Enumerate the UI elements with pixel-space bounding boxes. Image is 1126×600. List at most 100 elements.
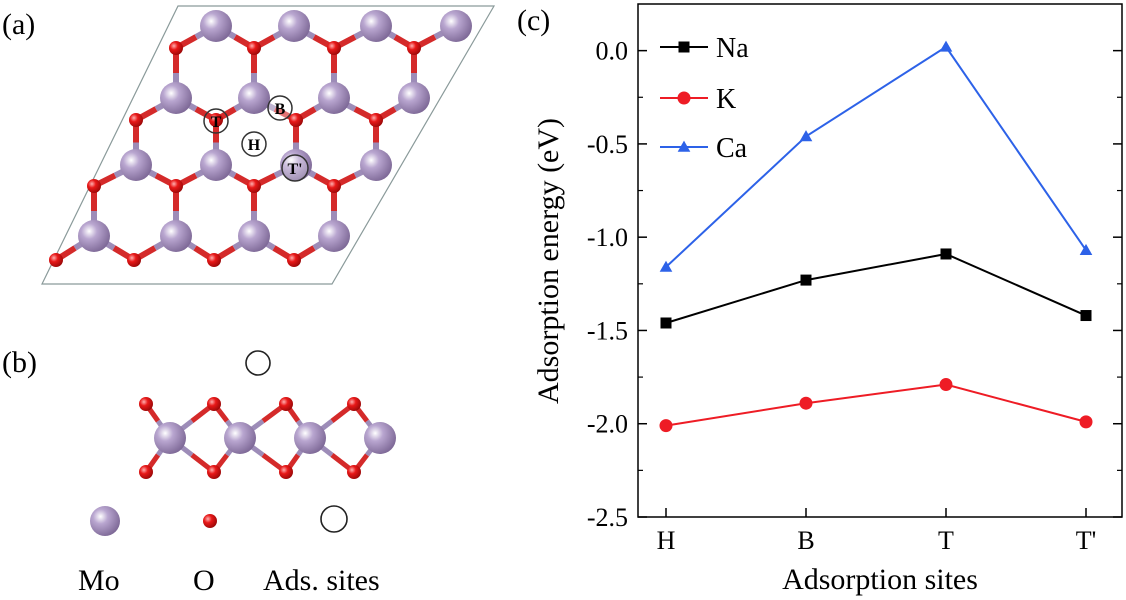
- data-point-ca: [1079, 243, 1093, 255]
- side-o-atom: [347, 397, 361, 411]
- mo-atom: [238, 82, 270, 114]
- panel-label-a: (a): [2, 8, 35, 41]
- o-atom: [207, 253, 221, 267]
- o-atom: [327, 41, 341, 55]
- legend-label-na: Na: [716, 33, 749, 64]
- data-point-na: [940, 248, 952, 260]
- legend-label-k: K: [716, 84, 736, 115]
- site-label-b: B: [275, 101, 286, 118]
- site-label-h: H: [248, 137, 261, 154]
- data-point-ca: [659, 260, 673, 272]
- data-point-k: [659, 419, 673, 433]
- o-atom: [407, 41, 421, 55]
- side-mo-atom: [364, 422, 396, 454]
- panel-label-c: (c): [517, 4, 550, 37]
- mo-atom: [160, 220, 192, 252]
- o-atom: [369, 113, 383, 127]
- side-o-atom: [207, 397, 221, 411]
- legend-marker-ca: [677, 140, 691, 152]
- legend-o-sphere: [203, 514, 217, 528]
- legend-sites-label: Ads. sites: [263, 564, 380, 597]
- data-point-k: [1079, 415, 1093, 429]
- mo-atom: [360, 10, 392, 42]
- legend-marker-k: [677, 91, 691, 105]
- mo-atom: [120, 149, 152, 181]
- mo-atom: [318, 220, 350, 252]
- side-view-atoms: [139, 397, 396, 479]
- o-atom: [289, 113, 303, 127]
- y-tick-label: -2.5: [587, 503, 628, 532]
- y-tick-label: -1.0: [587, 223, 628, 252]
- o-atom: [287, 253, 301, 267]
- y-tick-label: -1.5: [587, 316, 628, 345]
- side-mo-atom: [154, 422, 186, 454]
- x-tick-label: B: [797, 526, 814, 555]
- site-label-tp: T': [287, 161, 302, 178]
- structure-legend: Mo O Ads. sites: [78, 505, 380, 597]
- mo-atom: [398, 82, 430, 114]
- series-line-k: [665, 383, 1087, 427]
- data-point-ca: [799, 130, 813, 142]
- series-k: [659, 378, 1093, 433]
- o-atom: [87, 179, 101, 193]
- mo-atom: [318, 82, 350, 114]
- side-o-atom: [279, 465, 293, 479]
- mo-atom: [440, 10, 472, 42]
- side-o-atom: [139, 397, 153, 411]
- legend-marker-na: [678, 41, 690, 53]
- data-point-k: [799, 396, 813, 410]
- mo-atom: [360, 149, 392, 181]
- legend-mo-label: Mo: [78, 564, 120, 597]
- side-o-atom: [347, 465, 361, 479]
- y-tick-label: 0.0: [596, 37, 629, 66]
- side-mo-atom: [294, 422, 326, 454]
- legend-label-ca: Ca: [716, 133, 748, 164]
- o-atom: [169, 41, 183, 55]
- series-line-ca: [665, 45, 1087, 268]
- o-atom: [327, 179, 341, 193]
- plot-frame: [637, 3, 1123, 518]
- y-axis: 0.0 -0.5 -1.0 -1.5 -2.0 -2.5: [587, 37, 1122, 532]
- data-point-ca: [939, 40, 953, 52]
- mo-atom: [238, 220, 270, 252]
- series-na: [660, 248, 1092, 329]
- site-label-t: T: [211, 114, 222, 131]
- o-atom: [209, 113, 223, 127]
- data-point-na: [1080, 310, 1092, 322]
- legend-o-label: O: [193, 564, 215, 597]
- site-marker-tp: T': [281, 154, 309, 182]
- data-point-k: [939, 378, 953, 392]
- x-tick-label: T': [1076, 526, 1097, 555]
- o-atom: [127, 253, 141, 267]
- o-atom: [247, 41, 261, 55]
- legend-mo-sphere: [90, 506, 120, 536]
- site-marker-t: T: [203, 108, 229, 134]
- o-atom: [129, 113, 143, 127]
- mo-atom: [78, 220, 110, 252]
- site-marker-b: B: [267, 95, 293, 121]
- y-tick-label: -0.5: [587, 130, 628, 159]
- mo-atom: [160, 82, 192, 114]
- mo-atom: [200, 149, 232, 181]
- top-view-atoms: [49, 10, 472, 267]
- o-atom: [247, 179, 261, 193]
- series-line-na: [665, 252, 1087, 324]
- x-tick-label: T: [938, 526, 954, 555]
- legend-ads-site-circle: [320, 505, 348, 533]
- series-ca: [659, 40, 1093, 272]
- o-atom: [49, 253, 63, 267]
- data-point-na: [800, 274, 812, 286]
- o-atom: [169, 179, 183, 193]
- chart-series: [659, 40, 1093, 433]
- side-o-atom: [279, 397, 293, 411]
- side-o-atom: [139, 465, 153, 479]
- unit-cell-boundary: [41, 5, 496, 285]
- x-tick-label: H: [657, 526, 676, 555]
- data-point-na: [660, 317, 672, 329]
- x-axis-title: Adsorption sites: [782, 563, 978, 596]
- side-view-ads-site: [245, 350, 271, 376]
- chart-legend: Na K Ca: [660, 33, 749, 164]
- mo-atom: [200, 10, 232, 42]
- x-axis: H B T T': [657, 508, 1097, 555]
